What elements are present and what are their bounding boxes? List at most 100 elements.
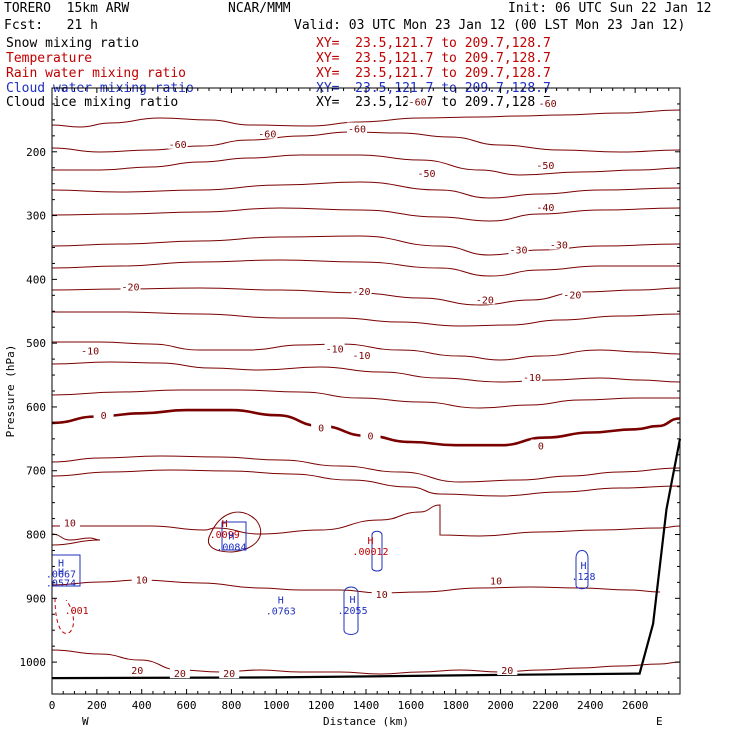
legend-temperature-xy: XY= 23.5,121.7 to 209.7,128.7 bbox=[316, 51, 551, 66]
y-tick-label: 400 bbox=[26, 273, 46, 286]
x-tick-label: 1600 bbox=[398, 699, 425, 712]
temperature-label: -10 bbox=[523, 373, 541, 384]
temperature-label: 0 bbox=[367, 431, 373, 442]
legend-rain: Rain water mixing ratio bbox=[6, 66, 187, 81]
isotherm-line bbox=[51, 389, 680, 409]
y-tick-label: 800 bbox=[26, 529, 46, 542]
x-tick-label: 2400 bbox=[577, 699, 604, 712]
y-tick-label: 300 bbox=[26, 210, 46, 223]
label-knockout bbox=[127, 664, 148, 676]
label-knockout bbox=[360, 429, 381, 441]
label-knockout bbox=[548, 238, 569, 250]
temperature-label: -60 bbox=[539, 99, 557, 110]
isotherm-line bbox=[52, 504, 681, 537]
label-knockout bbox=[120, 280, 141, 292]
label-knockout bbox=[537, 96, 558, 108]
high-marker: H bbox=[228, 532, 234, 543]
temperature-label: -20 bbox=[563, 290, 581, 301]
label-knockout bbox=[535, 200, 556, 212]
label-knockout bbox=[351, 285, 372, 297]
high-marker: H bbox=[222, 519, 228, 530]
x-tick-label: 2000 bbox=[487, 699, 514, 712]
label-knockout bbox=[131, 573, 152, 585]
temperature-label: -10 bbox=[81, 346, 99, 357]
isotherm-line bbox=[51, 109, 681, 128]
label-knockout bbox=[80, 344, 101, 356]
legend-temperature: Temperature bbox=[6, 51, 93, 66]
label-knockout bbox=[474, 293, 495, 305]
high-value: .0763 bbox=[266, 606, 296, 617]
y-tick-label: 600 bbox=[26, 401, 46, 414]
x-tick-label: 800 bbox=[221, 699, 241, 712]
temperature-label: -30 bbox=[550, 241, 568, 252]
label-knockout bbox=[169, 667, 190, 679]
temperature-label: 0 bbox=[318, 424, 324, 435]
x-tick-label: 1000 bbox=[263, 699, 290, 712]
x-axis-label: Distance (km) bbox=[323, 715, 409, 728]
cloud-water-contour bbox=[371, 530, 383, 572]
isotherm-line bbox=[51, 361, 681, 383]
legend-snow: Snow mixing ratio bbox=[6, 36, 140, 51]
label-knockout bbox=[347, 122, 368, 134]
isotherm-line bbox=[51, 207, 681, 222]
temperature-label: 20 bbox=[501, 666, 513, 677]
label-knockout bbox=[521, 371, 542, 383]
x-tick-label: 1400 bbox=[353, 699, 380, 712]
label-knockout bbox=[407, 95, 428, 107]
label-knockout bbox=[167, 137, 188, 149]
organization: NCAR/MMM bbox=[228, 1, 291, 16]
legend-snow-xy: XY= 23.5,121.7 to 209.7,128.7 bbox=[316, 36, 551, 51]
isotherm-line bbox=[51, 649, 681, 675]
temperature-label: 20 bbox=[131, 666, 143, 677]
forecast-hour: Fcst: 21 h bbox=[4, 18, 98, 33]
isotherm-line bbox=[51, 181, 681, 199]
label-knockout bbox=[508, 243, 529, 255]
temperature-label: 10 bbox=[376, 590, 388, 601]
temperature-label: -10 bbox=[352, 351, 370, 362]
label-knockout bbox=[351, 348, 372, 360]
y-tick-label: 1000 bbox=[20, 656, 47, 669]
isotherm-line bbox=[51, 235, 681, 256]
terrain-line bbox=[51, 438, 682, 680]
temperature-label: -30 bbox=[509, 246, 527, 257]
isotherm-line bbox=[51, 259, 680, 277]
label-knockout bbox=[59, 516, 80, 528]
valid-time: Valid: 03 UTC Mon 23 Jan 12 (00 LST Mon … bbox=[294, 18, 686, 33]
freezing-level-line bbox=[51, 408, 681, 447]
high-value: .0099 bbox=[210, 530, 240, 541]
high-marker: H bbox=[350, 595, 356, 606]
temperature-label: 0 bbox=[101, 411, 107, 422]
label-knockout bbox=[486, 574, 507, 586]
high-value: .2055 bbox=[337, 606, 367, 617]
temperature-label: -40 bbox=[536, 203, 554, 214]
high-value: .0667 bbox=[46, 569, 76, 580]
label-knockout bbox=[497, 664, 518, 676]
temperature-label: -60 bbox=[348, 124, 366, 135]
temperature-label: 0 bbox=[538, 441, 544, 452]
high-marker: H bbox=[367, 536, 373, 547]
temperature-label: 20 bbox=[223, 669, 235, 680]
temperature-label: -50 bbox=[536, 161, 554, 172]
isotherm-line bbox=[51, 455, 681, 483]
x-tick-label: 1800 bbox=[442, 699, 469, 712]
x-tick-label: 600 bbox=[177, 699, 197, 712]
temperature-label: 20 bbox=[174, 669, 186, 680]
temperature-label: -20 bbox=[476, 295, 494, 306]
label-knockout bbox=[416, 167, 437, 179]
temperature-label: 10 bbox=[136, 575, 148, 586]
label-knockout bbox=[324, 342, 345, 354]
x-tick-label: 0 bbox=[49, 699, 56, 712]
x-tick-label: 2200 bbox=[532, 699, 559, 712]
cloud-water-contour bbox=[343, 586, 359, 635]
isotherm-line bbox=[51, 311, 681, 327]
y-tick-label: 900 bbox=[26, 592, 46, 605]
model-name: TORERO 15km ARW bbox=[4, 1, 130, 16]
temperature-label: -50 bbox=[418, 169, 436, 180]
y-tick-label: 200 bbox=[26, 146, 46, 159]
high-value: .0574 bbox=[46, 578, 76, 589]
x-tick-label: 400 bbox=[132, 699, 152, 712]
high-value: .00012 bbox=[352, 547, 388, 558]
label-knockout bbox=[219, 667, 240, 679]
x-tick-label: 1200 bbox=[308, 699, 335, 712]
